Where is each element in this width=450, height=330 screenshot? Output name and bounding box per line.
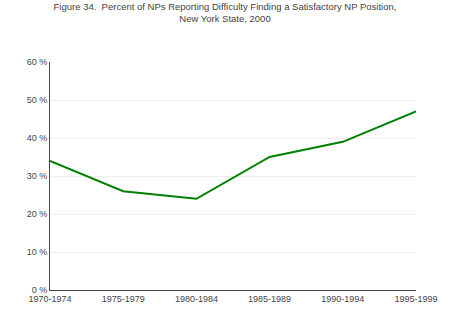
svg-text:1990-1994: 1990-1994 — [321, 294, 364, 304]
svg-text:20 %: 20 % — [27, 209, 48, 219]
svg-text:1980-1984: 1980-1984 — [175, 294, 218, 304]
svg-text:30 %: 30 % — [27, 171, 48, 181]
svg-text:1985-1989: 1985-1989 — [248, 294, 291, 304]
svg-text:1975-1979: 1975-1979 — [102, 294, 145, 304]
svg-text:60 %: 60 % — [27, 57, 48, 67]
svg-text:10 %: 10 % — [27, 247, 48, 257]
svg-text:Figure 34. Percent of NPs Rep: Figure 34. Percent of NPs Reporting Diff… — [54, 1, 397, 24]
svg-text:1995-1999: 1995-1999 — [394, 294, 437, 304]
svg-text:40 %: 40 % — [27, 133, 48, 143]
svg-text:50 %: 50 % — [27, 95, 48, 105]
svg-text:1970-1974: 1970-1974 — [28, 294, 71, 304]
svg-text:0 %: 0 % — [32, 285, 48, 295]
